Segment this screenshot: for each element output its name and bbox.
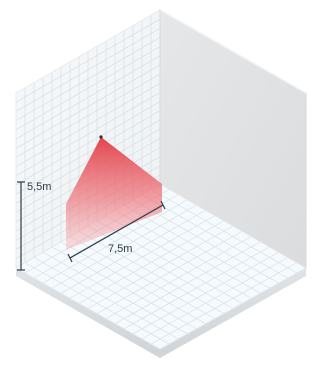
detection-area-icon: [66, 137, 162, 250]
height-label: 5,5m: [27, 181, 51, 193]
sensor-point: [99, 135, 103, 139]
width-label: 7,5m: [108, 243, 132, 255]
width-dimension: [67, 200, 166, 263]
height-dimension: [17, 181, 25, 271]
